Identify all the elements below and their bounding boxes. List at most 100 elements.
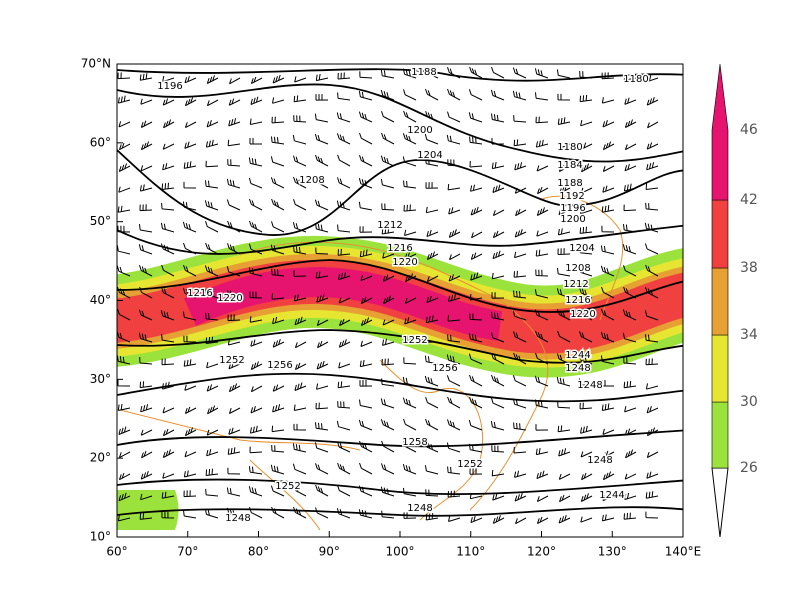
wind-barb (205, 312, 219, 321)
contour-label: 1208 (565, 263, 590, 274)
contour-label: 1200 (560, 214, 585, 225)
wind-barb (273, 363, 285, 371)
wind-barb (337, 485, 351, 497)
wind-barb (227, 139, 241, 147)
wind-barb (337, 92, 351, 101)
wind-barb (645, 383, 659, 390)
wind-barb (226, 199, 241, 211)
wind-barb (624, 119, 637, 128)
wind-barb (184, 75, 197, 84)
wind-barb (117, 225, 131, 233)
wind-barb (601, 205, 615, 213)
wind-barb (446, 375, 461, 387)
wind-barb (403, 418, 417, 431)
x-tick-label: 80° (248, 545, 269, 559)
wind-barb (468, 443, 483, 453)
wind-barb (579, 226, 593, 234)
wind-barb (491, 113, 505, 123)
wind-barb (535, 116, 549, 124)
wind-barb (118, 426, 131, 435)
wind-barb (359, 399, 373, 409)
wind-barb (184, 384, 197, 391)
wind-barb (644, 222, 659, 233)
contour-label: 1204 (417, 150, 442, 161)
wind-barb (468, 89, 483, 101)
wind-barb (315, 463, 329, 475)
wind-barb (559, 494, 571, 503)
wind-barb (402, 463, 417, 475)
wind-barb (293, 404, 307, 411)
wind-barb (161, 202, 175, 211)
wind-barb (317, 340, 329, 349)
wind-barb (469, 136, 483, 145)
wind-barb (249, 291, 263, 299)
wind-barb (579, 331, 593, 343)
wind-barb (469, 160, 483, 168)
wind-barb (558, 185, 571, 195)
wind-barb (117, 205, 131, 213)
wind-barb (271, 506, 285, 519)
wind-barb (578, 266, 593, 277)
wind-barb (358, 177, 373, 189)
wind-barb (425, 397, 439, 409)
wind-barb (491, 138, 504, 145)
wind-barb (293, 423, 307, 431)
wind-barb (580, 142, 593, 150)
x-tick-label: 110° (456, 545, 485, 559)
wind-barb (424, 441, 439, 453)
wind-barb (382, 319, 395, 326)
wind-barb (446, 354, 461, 365)
contour-label: 1256 (267, 360, 292, 371)
wind-barb (404, 229, 417, 236)
wind-barb (139, 73, 153, 81)
wind-barb (272, 404, 285, 413)
wind-barb (249, 118, 263, 125)
wind-barb (535, 330, 549, 343)
wind-barb (294, 316, 307, 326)
wind-barb (381, 358, 395, 366)
wind-barb (314, 199, 329, 211)
wind-barb (206, 448, 219, 457)
wind-barb (403, 110, 417, 123)
wind-barb (161, 334, 175, 343)
wind-barb (580, 425, 593, 434)
wind-barb (248, 157, 263, 167)
wind-barb (403, 180, 417, 189)
wind-barb (206, 361, 219, 369)
wind-barb (492, 230, 505, 239)
wind-barb (117, 265, 131, 277)
wind-barb (271, 221, 285, 233)
wind-barb (647, 121, 659, 129)
y-tick-label: 20° (90, 451, 111, 465)
wind-barb (293, 506, 307, 519)
wind-barb (118, 492, 131, 502)
wind-barb (227, 290, 241, 299)
contour-label: 1216 (387, 243, 412, 254)
wind-barb (314, 223, 329, 233)
wind-barb (118, 472, 131, 481)
wind-barb (336, 112, 351, 123)
x-tick-label: 60° (106, 545, 127, 559)
wind-barb (447, 88, 461, 101)
wind-barb (250, 76, 263, 85)
wind-barb (293, 270, 307, 277)
wind-barb (382, 252, 395, 259)
wind-barb (381, 378, 395, 387)
wind-barb (206, 384, 219, 392)
wind-barb (117, 245, 131, 255)
wind-barb (646, 451, 659, 458)
wind-barb (118, 142, 131, 151)
wind-barb (118, 121, 131, 128)
wind-barb (162, 449, 175, 458)
wind-barb (337, 462, 351, 475)
wind-barb (161, 511, 175, 519)
wind-barb (271, 198, 285, 211)
wind-barb (315, 94, 329, 101)
wind-barb (447, 159, 461, 167)
wind-barb (425, 336, 439, 343)
contours (117, 68, 683, 517)
wind-barb (182, 287, 197, 299)
wind-barb (624, 143, 637, 151)
wind-barb (513, 446, 527, 454)
wind-barb (425, 315, 439, 324)
